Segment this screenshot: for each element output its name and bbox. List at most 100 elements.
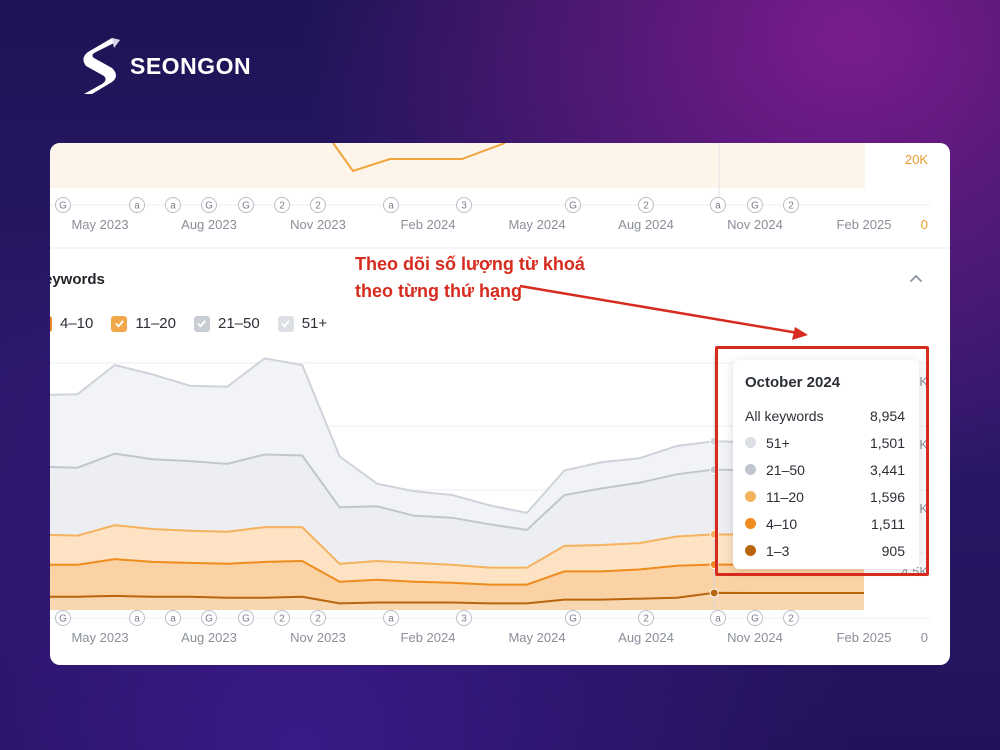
event-marker-icon[interactable]: a	[165, 610, 181, 626]
tooltip-row-value: 3,441	[869, 461, 905, 478]
series-area	[50, 592, 864, 610]
axis-tick-label: Feb 2024	[401, 217, 456, 232]
annotation-highlight-box	[715, 346, 929, 576]
event-marker-icon[interactable]: 2	[783, 610, 799, 626]
event-marker-icon[interactable]: 2	[638, 197, 654, 213]
top-right-label: 20K	[905, 152, 928, 167]
series-dot-icon	[745, 464, 756, 475]
checkbox-icon[interactable]	[193, 315, 210, 332]
series-line	[50, 524, 864, 569]
brand-name: SEONGON	[130, 52, 252, 79]
event-marker-icon[interactable]: G	[55, 610, 71, 626]
svg-text:2: 2	[279, 201, 285, 212]
svg-text:G: G	[205, 201, 213, 212]
legend-label: 11–20	[135, 315, 176, 332]
legend: 4–10 11–20 21–50 51+	[50, 315, 327, 332]
svg-text:3: 3	[461, 201, 467, 212]
axis-tick-label: May 2023	[71, 630, 128, 645]
legend-item-11-20[interactable]: 11–20	[111, 315, 176, 332]
annotation-arrow	[519, 284, 808, 340]
checkbox-icon[interactable]	[50, 315, 52, 332]
tooltip-row-label: 51+	[766, 434, 790, 451]
event-marker-icon[interactable]: 2	[310, 610, 326, 626]
axis-tick-label: May 2024	[508, 217, 565, 232]
checkbox-icon[interactable]	[277, 315, 294, 332]
axis-right-label: 0	[921, 630, 928, 645]
event-marker-icon[interactable]: G	[747, 610, 763, 626]
tooltip-title: October 2024	[745, 374, 841, 391]
svg-text:G: G	[205, 614, 213, 625]
top-chart-area	[50, 143, 865, 188]
event-marker-icon[interactable]: G	[201, 610, 217, 626]
event-marker-icon[interactable]: 2	[274, 197, 290, 213]
series-area	[50, 559, 864, 604]
event-marker-icon[interactable]: G	[238, 610, 254, 626]
event-marker-icon[interactable]: 3	[456, 197, 472, 213]
axis-tick-label: May 2024	[508, 630, 565, 645]
legend-label: 4–10	[60, 315, 94, 332]
annotation-line: theo từng thứ hạng	[355, 281, 523, 301]
event-marker-icon[interactable]: a	[383, 610, 399, 626]
event-marker-icon[interactable]: a	[710, 610, 726, 626]
event-marker-icon[interactable]: 2	[310, 197, 326, 213]
legend-label: 51+	[301, 315, 328, 332]
svg-text:2: 2	[643, 614, 649, 625]
series-line	[50, 452, 864, 531]
tooltip-row: 4–10 1,511	[745, 510, 905, 537]
legend-item-21-50[interactable]: 21–50	[193, 315, 260, 332]
tooltip-row-label: 4–10	[766, 515, 798, 532]
svg-text:2: 2	[315, 201, 321, 212]
axis-tick-label: Feb 2025	[837, 630, 892, 645]
series-line	[50, 357, 864, 514]
event-marker-icon[interactable]: G	[747, 197, 763, 213]
event-marker-icon[interactable]: 2	[274, 610, 290, 626]
svg-text:2: 2	[643, 201, 649, 212]
event-marker-icon[interactable]: 3	[456, 610, 472, 626]
event-marker-icon[interactable]: a	[165, 197, 181, 213]
event-marker-icon[interactable]: a	[383, 197, 399, 213]
event-marker-icon[interactable]: a	[710, 197, 726, 213]
series-dot-icon	[745, 491, 756, 502]
event-marker-icon[interactable]: a	[129, 610, 145, 626]
svg-text:G: G	[751, 201, 759, 212]
event-marker-icon[interactable]: 2	[638, 610, 654, 626]
series-dot-icon	[745, 545, 756, 556]
axis-tick-label: Feb 2025	[837, 217, 892, 232]
tooltip-row-label: 1–3	[766, 542, 790, 559]
tooltip-row-value: 1,501	[869, 434, 905, 451]
svg-text:a: a	[170, 201, 176, 212]
collapse-chevron-icon[interactable]	[908, 271, 928, 291]
svg-text:a: a	[170, 614, 176, 625]
tooltip-total-label: All keywords	[745, 407, 824, 424]
axis-tick-label: Aug 2023	[181, 630, 237, 645]
event-marker-icon[interactable]: G	[565, 610, 581, 626]
legend-item-4-10[interactable]: 4–10	[50, 315, 93, 332]
svg-text:2: 2	[788, 201, 794, 212]
svg-text:G: G	[242, 614, 250, 625]
event-marker-icon[interactable]: a	[129, 197, 145, 213]
svg-text:2: 2	[279, 614, 285, 625]
chart-areas	[50, 353, 864, 610]
axis-tick-label: Nov 2023	[290, 217, 346, 232]
series-dot-icon	[745, 437, 756, 448]
svg-text:G: G	[751, 614, 759, 625]
event-marker-icon[interactable]: G	[238, 197, 254, 213]
event-marker-icon[interactable]: 2	[783, 197, 799, 213]
tooltip-row: 51+ 1,501	[745, 429, 905, 456]
svg-text:2: 2	[315, 614, 321, 625]
event-marker-icon[interactable]: G	[565, 197, 581, 213]
svg-text:a: a	[134, 614, 140, 625]
bottom-axis-ticks: May 2023 Aug 2023 Nov 2023 Feb 2024 May 2024…	[71, 630, 891, 645]
tooltip-row-value: 1,596	[869, 488, 905, 505]
svg-text:a: a	[715, 614, 721, 625]
event-marker-icon[interactable]: G	[55, 197, 71, 213]
svg-text:a: a	[134, 201, 140, 212]
legend-item-51-plus[interactable]: 51+	[277, 315, 328, 332]
checkbox-icon[interactable]	[111, 315, 128, 332]
svg-text:a: a	[388, 614, 394, 625]
event-marker-icon[interactable]: G	[201, 197, 217, 213]
tooltip-total-value: 8,954	[869, 407, 905, 424]
